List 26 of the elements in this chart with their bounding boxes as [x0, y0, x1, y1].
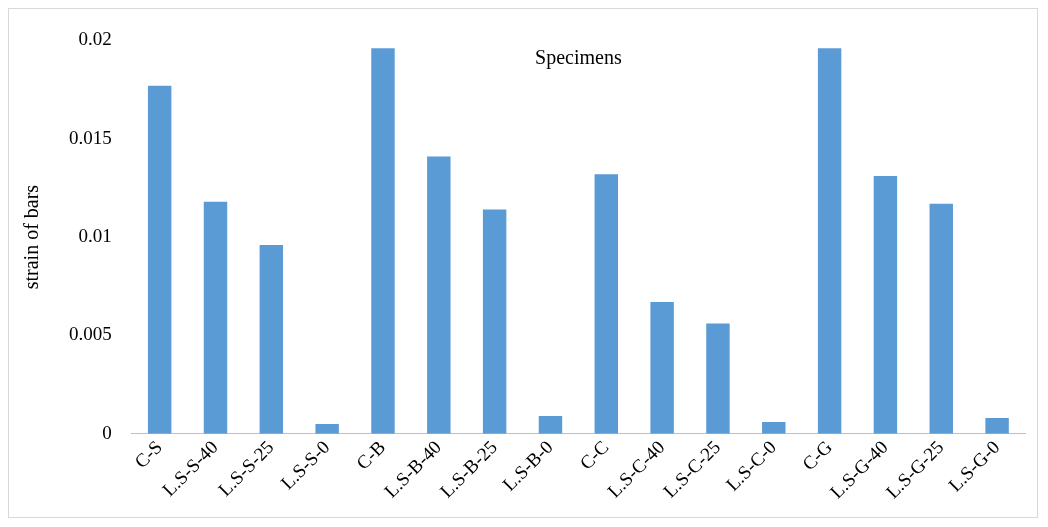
bar: [482, 209, 507, 434]
bar: [259, 244, 284, 434]
bar: [929, 203, 953, 434]
x-tick-label: C-C: [575, 436, 613, 474]
x-tick-label: C-S: [130, 436, 167, 473]
bar: [650, 301, 674, 434]
bar: [985, 418, 1009, 434]
bar: [873, 176, 898, 434]
y-tick-label: 0: [102, 421, 112, 443]
x-tick-label: C-B: [352, 436, 390, 474]
bar: [594, 174, 619, 434]
y-axis-title: strain of bars: [20, 184, 43, 290]
bar: [706, 323, 730, 434]
bar: [371, 48, 395, 434]
annotation: Specimens: [535, 45, 622, 69]
bar: [315, 423, 339, 434]
y-tick-label: 0.02: [78, 28, 112, 50]
bar: [203, 201, 228, 434]
y-tick-label: 0.01: [78, 225, 112, 247]
bar: [762, 421, 786, 434]
y-tick-label: 0.015: [69, 126, 112, 148]
bar: [427, 156, 451, 434]
bar: [817, 48, 842, 434]
bar: [147, 85, 172, 434]
bar: [538, 416, 563, 434]
y-tick-label: 0.005: [69, 323, 112, 345]
